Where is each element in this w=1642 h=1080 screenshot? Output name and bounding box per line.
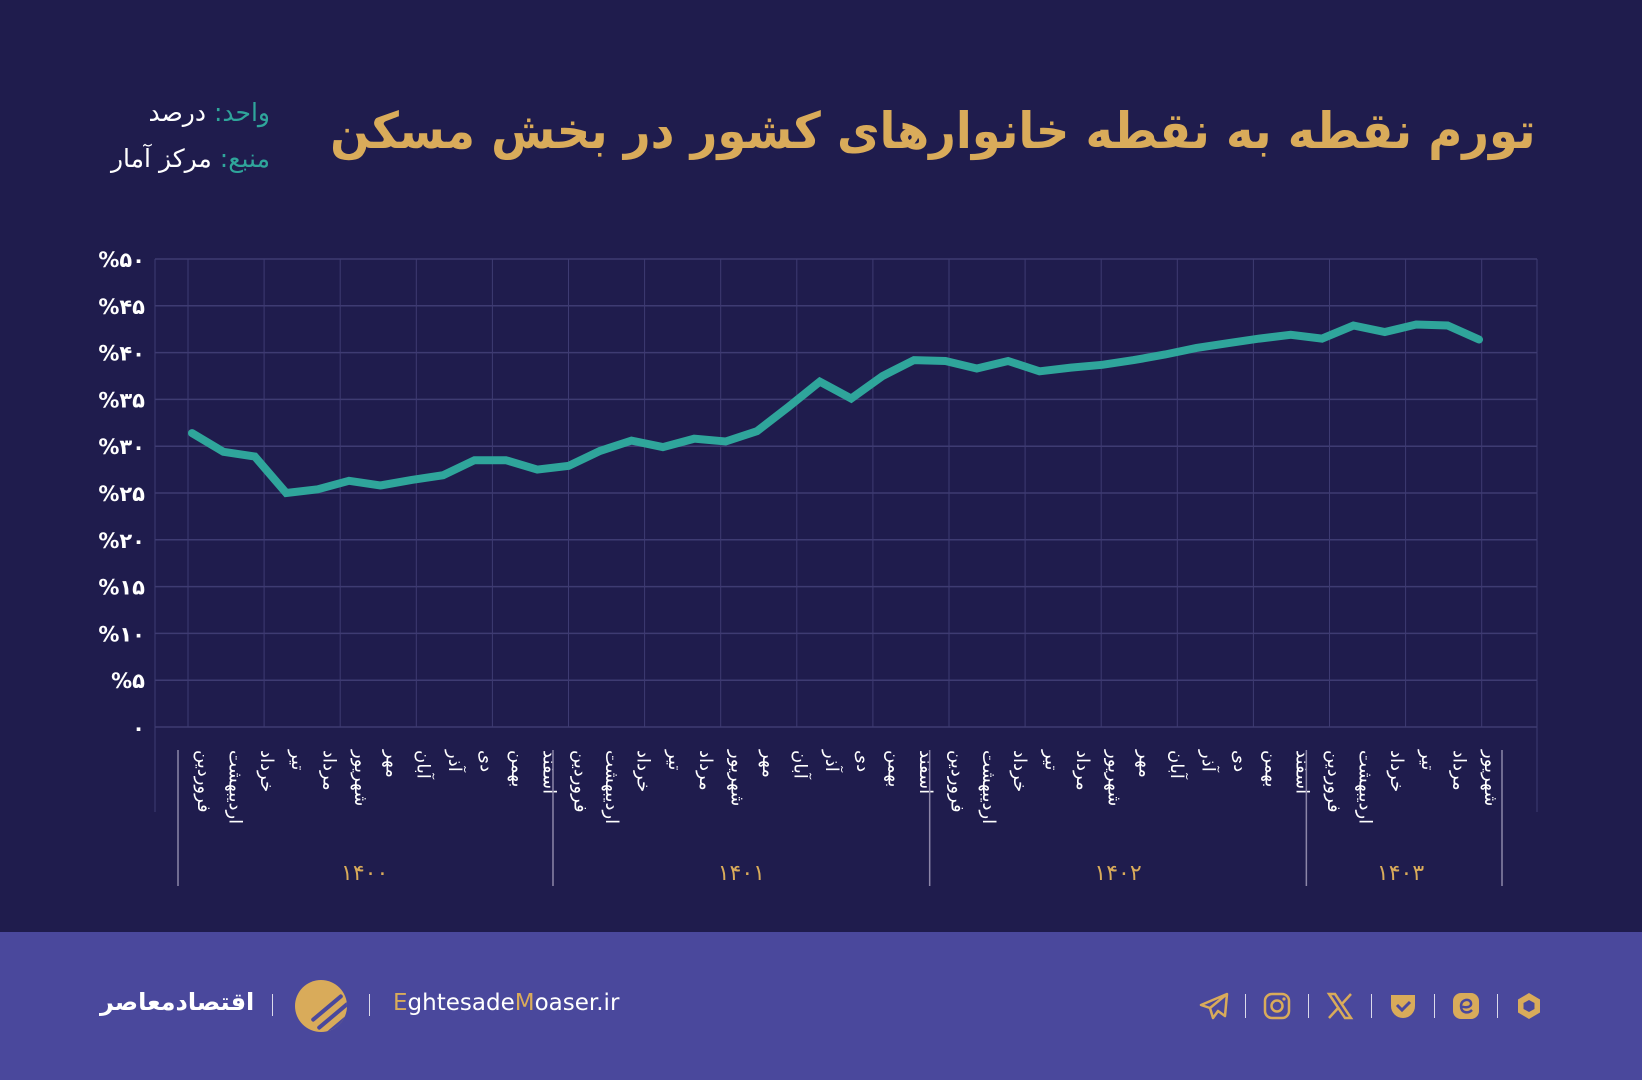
x-tick-label: شهریور xyxy=(1103,749,1124,806)
x-tick-label: اردیبهشت xyxy=(978,750,999,824)
x-tick-label: مهر xyxy=(381,749,402,778)
x-tick-label: خرداد xyxy=(256,750,277,792)
x-tick-label: فروردین xyxy=(1323,750,1344,813)
x-tick-label: بهمن xyxy=(507,750,528,787)
year-label: ۱۴۰۱ xyxy=(718,861,765,886)
footer: اقتصادمعاصر EghtesadeMoaser.ir xyxy=(0,932,1642,1080)
source-value: مرکز آمار xyxy=(110,144,212,173)
x-tick-label: تیر xyxy=(287,749,308,770)
brand-name: اقتصادمعاصر xyxy=(100,988,255,1016)
x-tick-label: فروردین xyxy=(193,750,214,813)
y-tick-label: %۲۰ xyxy=(98,529,145,553)
x-tick-label: شهریور xyxy=(350,749,371,806)
year-label: ۱۴۰۳ xyxy=(1377,861,1424,886)
x-tick-label: اردیبهشت xyxy=(601,750,622,824)
x-tick-label: مرداد xyxy=(1072,750,1093,791)
x-tick-label: آبان xyxy=(1166,750,1189,780)
chart-title: تورم نقطه به نقطه خانوارهای کشور در بخش … xyxy=(330,102,1537,160)
y-tick-label: %۱۵ xyxy=(98,576,145,600)
x-tick-label: آذر xyxy=(821,749,844,773)
x-tick-label: آبان xyxy=(413,750,436,780)
y-tick-label: %۳۰ xyxy=(98,435,145,459)
x-tick-label: آبان xyxy=(789,750,812,780)
line-chart: ۰ %۵ %۱۰ %۱۵ %۲۰ %۲۵ %۳۰ %۳۵ %۴۰ %۴۵ %۵۰ فروردین ارد… xyxy=(98,248,1538,886)
x-tick-label: اردیبهشت xyxy=(1354,750,1375,824)
y-tick-label: ۰ xyxy=(132,716,145,740)
rubika-icon[interactable] xyxy=(1511,988,1547,1024)
x-tick-label: خرداد xyxy=(632,750,653,792)
x-tick-label: مهر xyxy=(1135,749,1156,778)
x-tick-label: فروردین xyxy=(946,750,967,813)
x-tick-label: آذر xyxy=(1197,749,1220,773)
source-label: منبع: xyxy=(219,144,270,173)
x-tick-label: اسفند xyxy=(1292,750,1313,794)
x-tick-label: دی xyxy=(476,750,497,772)
x-tick-label: دی xyxy=(852,750,873,772)
x-tick-label: شهریور xyxy=(1480,749,1501,806)
x-tick-label: بهمن xyxy=(884,750,905,787)
x-tick-label: اسفند xyxy=(538,750,559,794)
x-tick-label: خرداد xyxy=(1009,750,1030,792)
x-tick-label: خرداد xyxy=(1386,750,1407,792)
x-tick-label: تیر xyxy=(1041,749,1062,770)
instagram-icon[interactable] xyxy=(1259,988,1295,1024)
eitaa-icon[interactable] xyxy=(1448,988,1484,1024)
y-tick-label: %۵۰ xyxy=(98,248,145,272)
series-line xyxy=(188,320,1483,498)
x-tick-label: دی xyxy=(1229,750,1250,772)
y-tick-label: %۲۵ xyxy=(98,482,145,506)
x-tick-label: مهر xyxy=(758,749,779,778)
x-tick-label: تیر xyxy=(1417,749,1438,770)
brand-logo xyxy=(295,980,347,1032)
x-icon[interactable] xyxy=(1322,988,1358,1024)
website-link[interactable]: EghtesadeMoaser.ir xyxy=(393,990,620,1016)
year-label: ۱۴۰۰ xyxy=(341,861,388,886)
year-label: ۱۴۰۲ xyxy=(1094,861,1141,886)
x-tick-label: مرداد xyxy=(319,750,340,791)
unit-note: واحد: درصد xyxy=(100,98,270,127)
x-tick-label: آذر xyxy=(444,749,467,773)
y-tick-label: %۴۰ xyxy=(98,342,145,366)
telegram-icon[interactable] xyxy=(1196,988,1232,1024)
x-tick-label: فروردین xyxy=(570,750,591,813)
social-icons xyxy=(1196,988,1547,1024)
y-tick-label: %۳۵ xyxy=(98,388,145,412)
unit-value: درصد xyxy=(148,98,207,127)
y-tick-label: %۴۵ xyxy=(98,295,145,319)
unit-label: واحد: xyxy=(213,98,270,127)
x-tick-label: اردیبهشت xyxy=(224,750,245,824)
source-note: منبع: مرکز آمار xyxy=(100,144,270,173)
x-tick-label: مرداد xyxy=(1449,750,1470,791)
y-tick-label: %۱۰ xyxy=(98,622,145,646)
x-tick-label: بهمن xyxy=(1260,750,1281,787)
divider xyxy=(272,994,273,1016)
divider xyxy=(369,994,370,1016)
bale-icon[interactable] xyxy=(1385,988,1421,1024)
x-tick-label: تیر xyxy=(664,749,685,770)
x-tick-label: اسفند xyxy=(915,750,936,794)
x-tick-label: مرداد xyxy=(695,750,716,791)
x-tick-label: شهریور xyxy=(727,749,748,806)
y-tick-label: %۵ xyxy=(111,669,145,693)
